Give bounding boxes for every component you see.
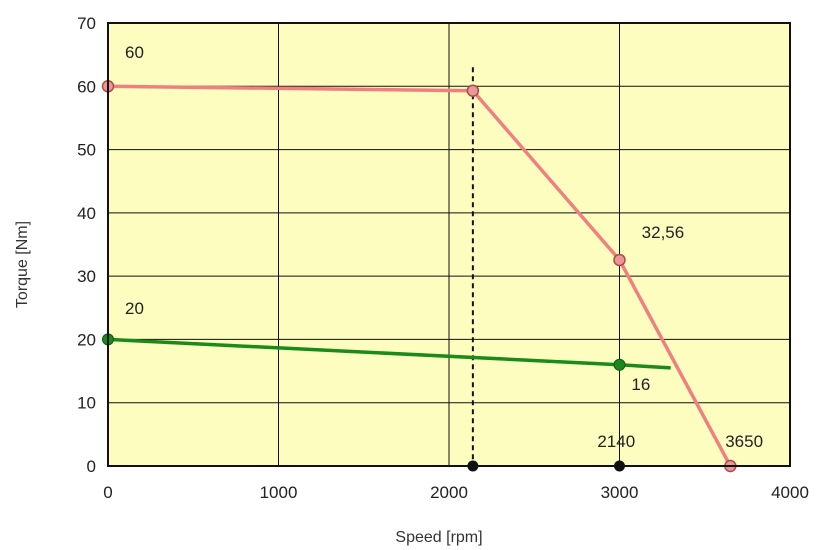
x-tick-label: 0 — [103, 483, 112, 502]
y-tick-label: 30 — [77, 267, 96, 286]
y-tick-label: 0 — [87, 457, 96, 476]
red-series-point — [613, 253, 626, 267]
y-axis-title: Torque [Nm] — [14, 221, 31, 308]
data-label: 20 — [125, 299, 144, 318]
y-tick-label: 10 — [77, 394, 96, 413]
x-tick-label: 1000 — [260, 483, 298, 502]
series-line-red — [107, 84, 732, 467]
y-tick-label: 60 — [77, 77, 96, 96]
data-label: 2140 — [597, 432, 635, 451]
data-label: 16 — [631, 375, 650, 394]
plot-area-border — [107, 22, 791, 467]
green-series-point — [613, 358, 626, 371]
y-tick-label: 20 — [77, 330, 96, 349]
x-tick-label: 3000 — [601, 483, 639, 502]
data-label: 32,56 — [642, 223, 685, 242]
x-tick-label: 4000 — [771, 483, 809, 502]
x-tick-label: 2000 — [430, 483, 468, 502]
annotations: 60 32,56 20 16 2140 3650 — [125, 43, 763, 451]
y-tick-label: 50 — [77, 141, 96, 160]
tick-labels: 0 1000 2000 3000 4000 0 10 20 30 40 50 60 70 — [77, 14, 809, 502]
red-series-point — [466, 84, 480, 97]
y-tick-label: 40 — [77, 204, 96, 223]
x-axis-title: Speed [rpm] — [395, 529, 482, 546]
y-tick-label: 70 — [77, 14, 96, 33]
data-label: 3650 — [725, 432, 763, 451]
data-label: 60 — [125, 43, 144, 62]
